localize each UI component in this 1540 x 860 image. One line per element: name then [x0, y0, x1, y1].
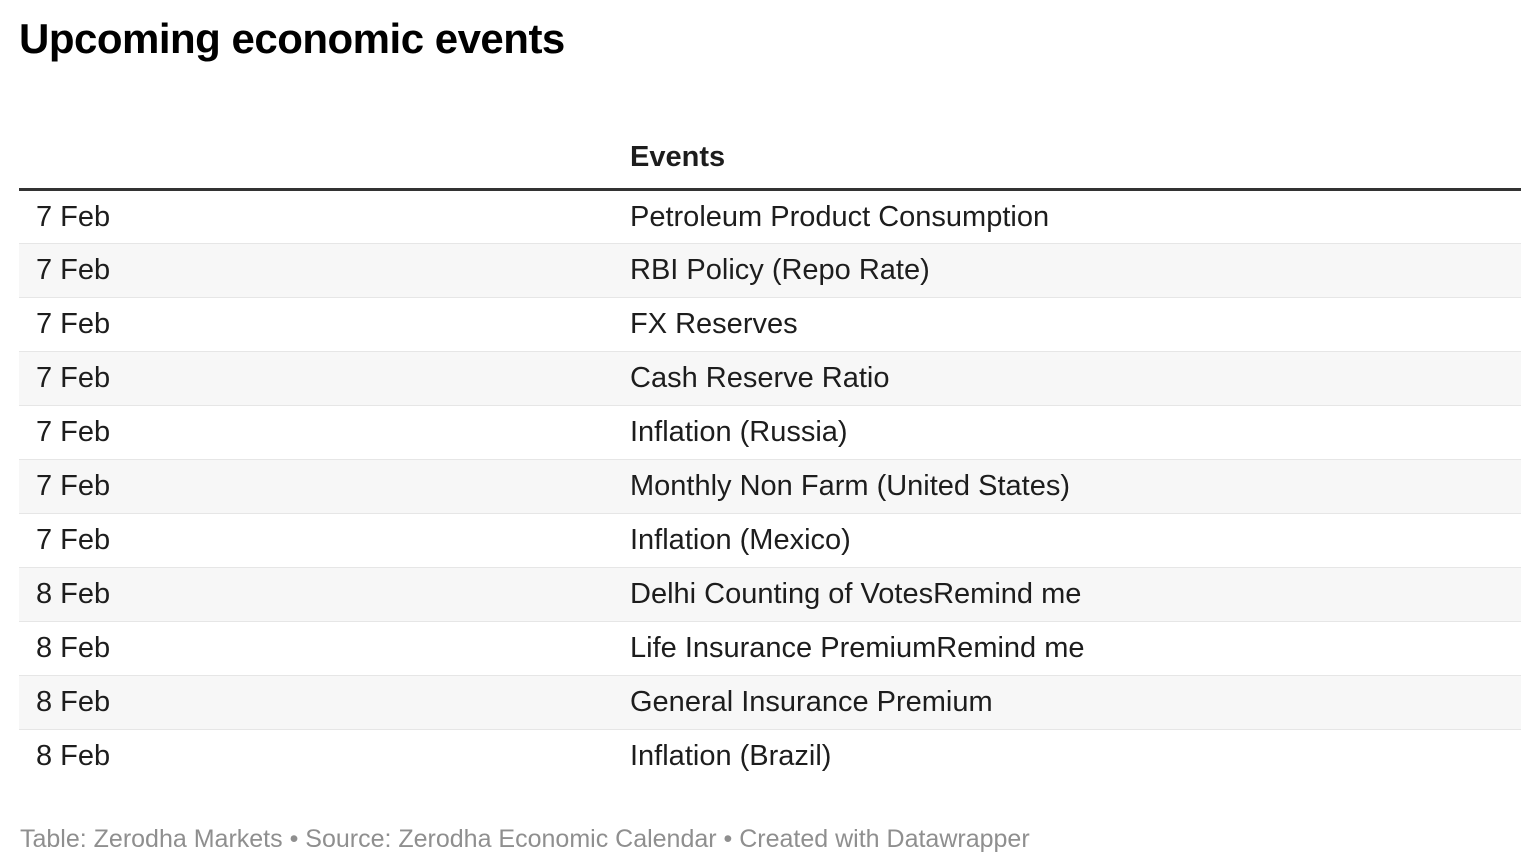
table-row: 7 Feb Cash Reserve Ratio [19, 351, 1521, 406]
table-row: 7 Feb FX Reserves [19, 297, 1521, 352]
event-cell: FX Reserves [613, 297, 1521, 352]
date-cell: 7 Feb [19, 459, 613, 514]
date-cell: 7 Feb [36, 200, 111, 233]
table-header: Events [19, 64, 1521, 191]
column-header-events: Events [613, 64, 1521, 191]
event-cell: Cash Reserve Ratio [613, 351, 1521, 406]
event-cell: Petroleum Product Consumption [630, 200, 1050, 233]
table-row: 8 Feb Inflation (Brazil) [19, 729, 1521, 784]
date-cell: 8 Feb [19, 567, 613, 622]
date-cell: 7 Feb [19, 297, 613, 352]
table-row: 7 Feb RBI Policy (Repo Rate) [19, 243, 1521, 298]
table-row: 7 Feb Monthly Non Farm (United States) [19, 459, 1521, 514]
table-body: 7 Feb Petroleum Product Consumption 7 Fe… [19, 189, 1521, 784]
table-row: 7 Feb Inflation (Mexico) [19, 513, 1521, 568]
table-row: 7 Feb Inflation (Russia) [19, 405, 1521, 460]
event-cell: Inflation (Russia) [613, 405, 1521, 460]
column-header-date [19, 64, 613, 191]
table-row: 7 Feb Petroleum Product Consumption [19, 189, 1521, 244]
table-row: 8 Feb General Insurance Premium [19, 675, 1521, 730]
date-cell: 8 Feb [19, 621, 613, 676]
date-cell: 7 Feb [19, 513, 613, 568]
event-cell: Delhi Counting of VotesRemind me [613, 567, 1521, 622]
date-cell: 7 Feb [19, 243, 613, 298]
event-cell: Inflation (Mexico) [613, 513, 1521, 568]
events-table: Events 7 Feb Petroleum Product Consumpti… [19, 64, 1521, 784]
table-row: 8 Feb Life Insurance PremiumRemind me [19, 621, 1521, 676]
date-cell: 7 Feb [19, 405, 613, 460]
event-cell: Life Insurance PremiumRemind me [613, 621, 1521, 676]
table-row: 8 Feb Delhi Counting of VotesRemind me [19, 567, 1521, 622]
date-cell: 8 Feb [19, 675, 613, 730]
attribution-footer: Table: Zerodha Markets • Source: Zerodha… [20, 824, 1030, 853]
event-cell: RBI Policy (Repo Rate) [613, 243, 1521, 298]
date-cell: 7 Feb [19, 351, 613, 406]
event-cell: General Insurance Premium [613, 675, 1521, 730]
event-cell: Monthly Non Farm (United States) [613, 459, 1521, 514]
chart-title: Upcoming economic events [19, 15, 565, 62]
date-cell: 8 Feb [19, 729, 613, 784]
event-cell: Inflation (Brazil) [613, 729, 1521, 784]
